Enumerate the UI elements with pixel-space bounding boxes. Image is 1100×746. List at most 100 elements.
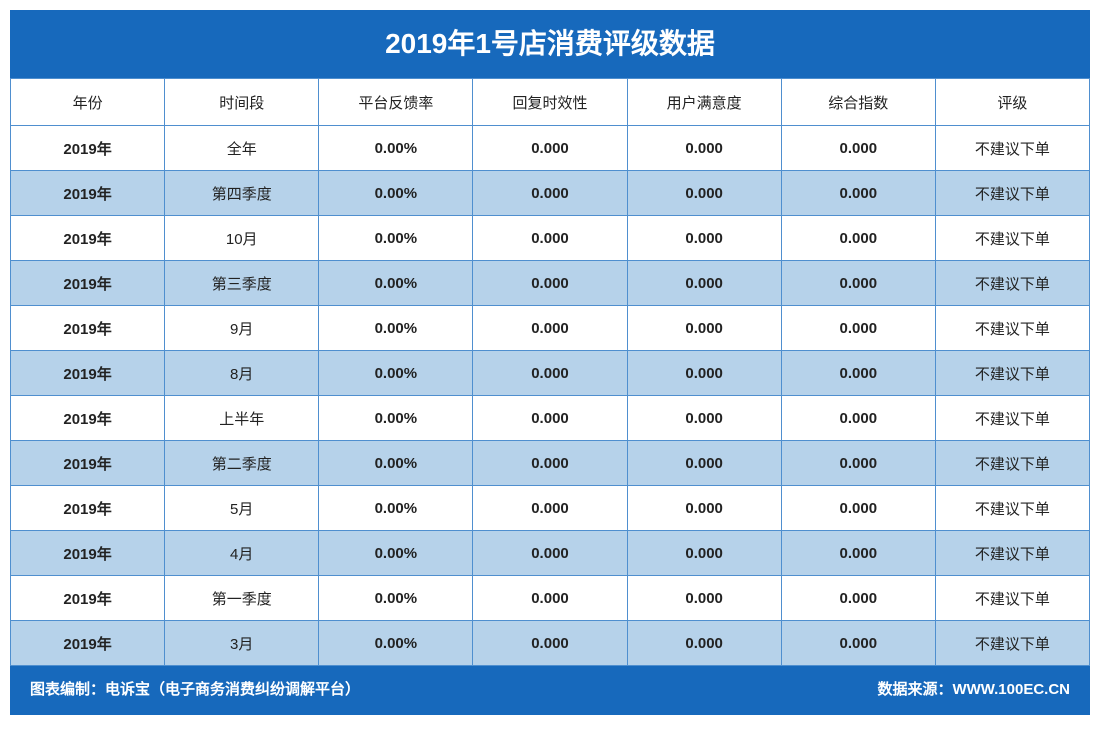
header-cell: 评级: [934, 78, 1091, 126]
header-cell: 时间段: [164, 78, 320, 126]
table-cell: 2019年: [9, 125, 166, 171]
table-cell: 2019年: [9, 215, 166, 261]
table-cell: 0.00%: [318, 575, 474, 621]
table-cell: 2019年: [9, 260, 166, 306]
table-cell: 0.000: [626, 170, 782, 216]
table-cell: 0.000: [472, 620, 628, 666]
table-row: 2019年 上半年 0.00% 0.000 0.000 0.000 不建议下单: [9, 395, 1091, 441]
table-cell: 不建议下单: [934, 215, 1091, 261]
table-cell: 0.000: [626, 350, 782, 396]
table-cell: 不建议下单: [934, 395, 1091, 441]
table-cell: 2019年: [9, 305, 166, 351]
table-cell: 不建议下单: [934, 485, 1091, 531]
table-cell: 不建议下单: [934, 260, 1091, 306]
table-cell: 0.000: [472, 125, 628, 171]
table-cell: 0.000: [780, 170, 936, 216]
header-cell: 综合指数: [780, 78, 936, 126]
header-cell: 年份: [9, 78, 166, 126]
table-cell: 0.000: [780, 215, 936, 261]
table-cell: 不建议下单: [934, 125, 1091, 171]
table-cell: 0.000: [472, 575, 628, 621]
table-cell: 0.000: [780, 260, 936, 306]
table-cell: 0.000: [472, 395, 628, 441]
table-cell: 0.000: [626, 125, 782, 171]
footer-right: 数据来源：WWW.100EC.CN: [877, 681, 1070, 698]
table-cell: 0.000: [626, 620, 782, 666]
table-cell: 2019年: [9, 440, 166, 486]
table-row: 2019年 4月 0.00% 0.000 0.000 0.000 不建议下单: [9, 530, 1091, 576]
table-cell: 0.00%: [318, 305, 474, 351]
table-frame: 2019年1号店消费评级数据 年份 时间段 平台反馈率 回复时效性 用户满意度 综合指数评…: [9, 10, 1091, 715]
table-cell: 0.000: [472, 215, 628, 261]
table-cell: 0.000: [626, 575, 782, 621]
table-cell: 不建议下单: [934, 440, 1091, 486]
table-row: 2019年 5月 0.00% 0.000 0.000 0.000 不建议下单: [9, 485, 1091, 531]
table-cell: 第二季度: [164, 440, 320, 486]
header-cell: 平台反馈率: [318, 78, 474, 126]
table-cell: 第一季度: [164, 575, 320, 621]
header-cell: 回复时效性: [472, 78, 628, 126]
table-cell: 2019年: [9, 350, 166, 396]
table-cell: 不建议下单: [934, 530, 1091, 576]
footer-left: 图表编制：电诉宝（电子商务消费纠纷调解平台）: [30, 681, 361, 698]
table-cell: 0.000: [472, 485, 628, 531]
table-cell: 8月: [164, 350, 320, 396]
table-cell: 0.000: [626, 395, 782, 441]
table-cell: 0.00%: [318, 440, 474, 486]
table-cell: 不建议下单: [934, 350, 1091, 396]
table-cell: 0.00%: [318, 215, 474, 261]
table-cell: 0.000: [780, 305, 936, 351]
table-cell: 0.000: [780, 440, 936, 486]
table-cell: 0.000: [780, 530, 936, 576]
table-row: 2019年 3月 0.00% 0.000 0.000 0.000 不建议下单: [9, 620, 1091, 666]
table-cell: 0.000: [626, 260, 782, 306]
table-cell: 不建议下单: [934, 575, 1091, 621]
table-cell: 0.000: [780, 395, 936, 441]
table-cell: 2019年: [9, 485, 166, 531]
table-cell: 2019年: [9, 620, 166, 666]
table-row: 2019年 第二季度 0.00% 0.000 0.000 0.000 不建议下单: [9, 440, 1091, 486]
table-cell: 0.000: [472, 440, 628, 486]
table-cell: 0.000: [780, 620, 936, 666]
table-cell: 第三季度: [164, 260, 320, 306]
table-cell: 上半年: [164, 395, 320, 441]
table-cell: 0.000: [780, 125, 936, 171]
table-cell: 2019年: [9, 395, 166, 441]
table-cell: 不建议下单: [934, 620, 1091, 666]
table-cell: 0.000: [472, 305, 628, 351]
table-cell: 0.000: [472, 350, 628, 396]
table-cell: 0.000: [626, 215, 782, 261]
table-cell: 0.000: [626, 305, 782, 351]
table-cell: 5月: [164, 485, 320, 531]
table-cell: 0.000: [626, 485, 782, 531]
table-cell: 0.000: [780, 575, 936, 621]
table-cell: 0.000: [780, 350, 936, 396]
table-cell: 2019年: [9, 170, 166, 216]
table-body: 2019年 全年 0.00% 0.000 0.000 0.000 不建议下单 2019年 第四季…: [9, 125, 1091, 666]
table-cell: 4月: [164, 530, 320, 576]
header-row: 年份 时间段 平台反馈率 回复时效性 用户满意度 综合指数 评级: [9, 78, 1091, 126]
table-cell: 0.00%: [318, 125, 474, 171]
footer: 图表编制：电诉宝（电子商务消费纠纷调解平台） 数据来源：WWW.100EC.CN: [10, 665, 1090, 715]
table-cell: 9月: [164, 305, 320, 351]
data-table: 年份 时间段 平台反馈率 回复时效性 用户满意度 综合指数 评级 2019年 全年 0.00% 0…: [9, 78, 1091, 666]
table-cell: 0.000: [472, 170, 628, 216]
table-cell: 全年: [164, 125, 320, 171]
table-cell: 0.000: [780, 485, 936, 531]
header-cell: 用户满意度: [626, 78, 782, 126]
table-cell: 第四季度: [164, 170, 320, 216]
table-cell: 3月: [164, 620, 320, 666]
table-cell: 0.000: [626, 440, 782, 486]
table-row: 2019年 第四季度 0.00% 0.000 0.000 0.000 不建议下单: [9, 170, 1091, 216]
table-row: 2019年 第三季度 0.00% 0.000 0.000 0.000 不建议下单: [9, 260, 1091, 306]
table-cell: 0.00%: [318, 170, 474, 216]
table-cell: 0.00%: [318, 485, 474, 531]
title: 2019年1号店消费评级数据: [385, 28, 715, 59]
table-cell: 10月: [164, 215, 320, 261]
table-cell: 0.000: [472, 530, 628, 576]
table-cell: 0.00%: [318, 530, 474, 576]
table-row: 2019年 10月 0.00% 0.000 0.000 0.000 不建议下单: [9, 215, 1091, 261]
table-cell: 0.00%: [318, 350, 474, 396]
table-row: 2019年 8月 0.00% 0.000 0.000 0.000 不建议下单: [9, 350, 1091, 396]
